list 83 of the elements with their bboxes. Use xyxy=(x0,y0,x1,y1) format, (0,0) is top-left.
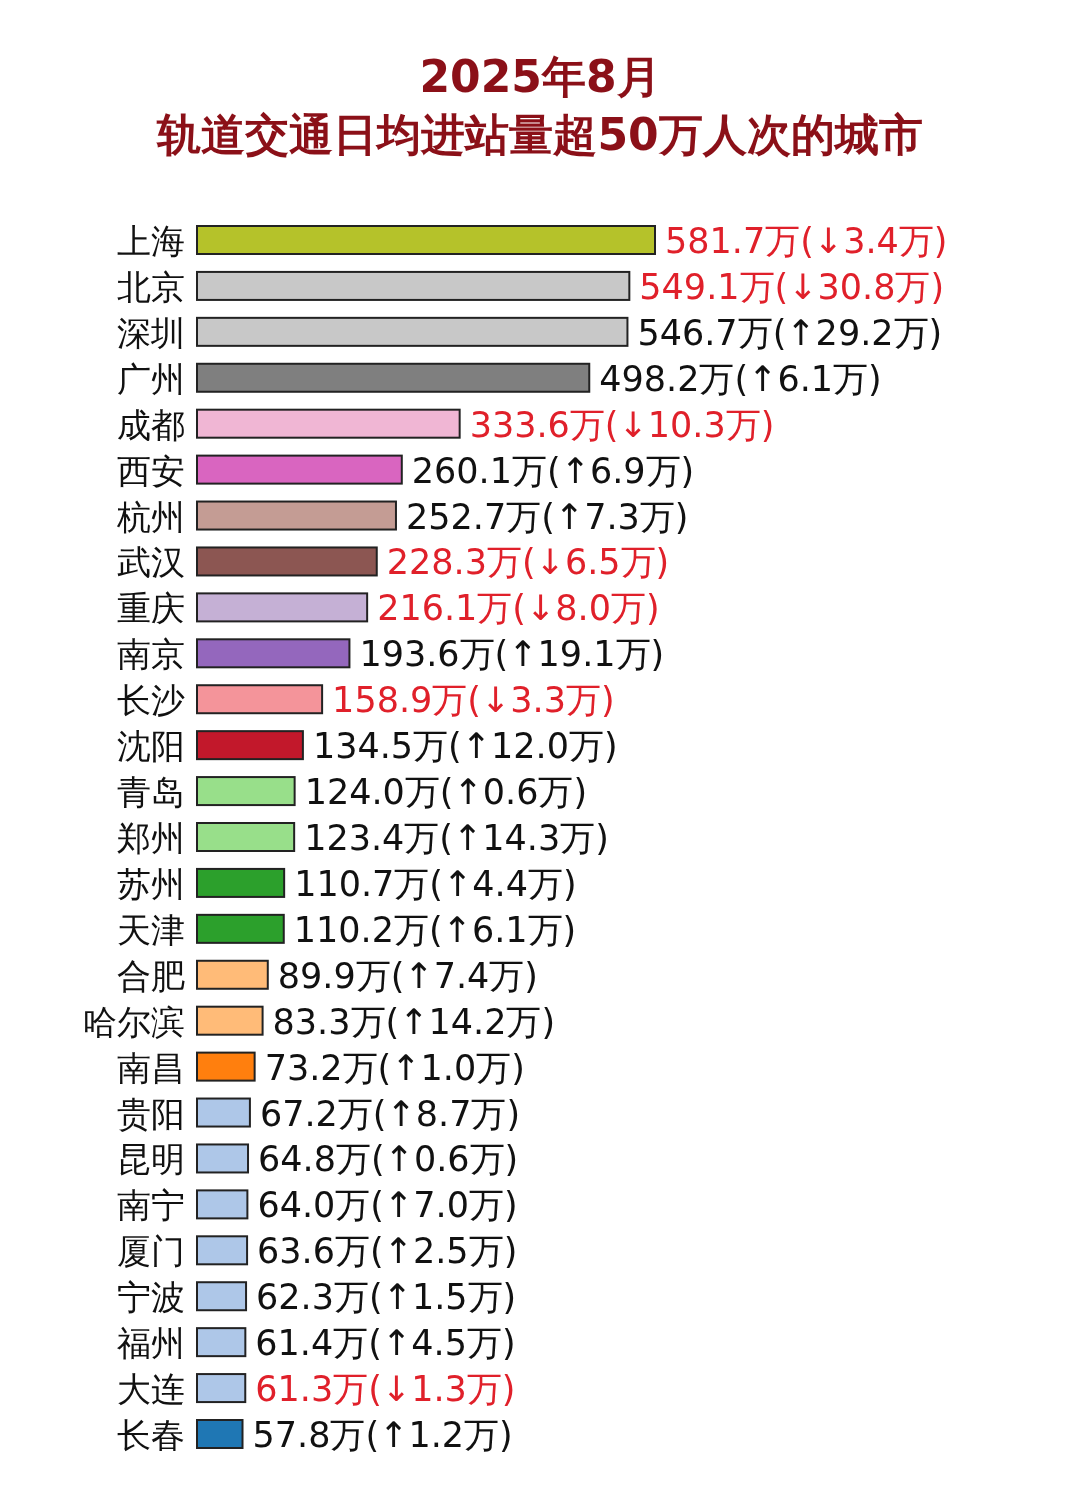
data-label: 549.1万(↓30.8万) xyxy=(639,266,945,307)
bar xyxy=(196,1281,248,1312)
bar xyxy=(196,454,403,485)
data-label: 57.8万(↑1.2万) xyxy=(252,1415,513,1455)
y-tick-label: 长春 xyxy=(117,1415,185,1455)
y-tick-label: 广州 xyxy=(117,358,185,399)
data-label: 61.4万(↑4.5万) xyxy=(255,1323,516,1364)
bar xyxy=(196,1097,251,1128)
data-label: 67.2万(↑8.7万) xyxy=(259,1093,521,1134)
data-label: 110.2万(↑6.1万) xyxy=(293,909,577,950)
bar xyxy=(196,1143,250,1174)
y-tick-label: 大连 xyxy=(117,1369,185,1410)
data-label: 193.6万(↑19.1万) xyxy=(359,634,665,675)
data-label: 64.0万(↑7.0万) xyxy=(257,1185,518,1226)
bar xyxy=(196,225,656,255)
data-label: 498.2万(↑6.1万) xyxy=(599,358,882,399)
bar xyxy=(196,638,351,669)
bar xyxy=(196,822,296,852)
data-label: 546.7万(↑29.2万) xyxy=(637,312,943,353)
data-label: 62.3万(↑1.5万) xyxy=(256,1277,517,1318)
data-label: 252.7万(↑7.3万) xyxy=(405,496,689,537)
y-tick-label: 西安 xyxy=(117,450,185,491)
bar xyxy=(196,408,461,439)
data-label: 124.0万(↑0.6万) xyxy=(304,772,588,813)
bar xyxy=(196,1327,247,1358)
data-label: 63.6万(↑2.5万) xyxy=(257,1231,518,1272)
bar xyxy=(196,362,591,393)
bar xyxy=(196,867,286,898)
bar xyxy=(196,684,324,715)
y-tick-label: 昆明 xyxy=(117,1139,185,1180)
data-label: 333.6万(↓10.3万) xyxy=(469,404,775,445)
bar xyxy=(196,1235,249,1266)
y-tick-label: 宁波 xyxy=(117,1277,185,1318)
data-label: 158.9万(↓3.3万) xyxy=(332,680,615,721)
y-tick-label: 杭州 xyxy=(116,496,185,537)
data-label: 64.8万(↑0.6万) xyxy=(258,1139,519,1180)
y-tick-label: 南昌 xyxy=(117,1047,185,1088)
bar xyxy=(196,776,296,807)
data-label: 73.2万(↑1.0万) xyxy=(264,1047,525,1088)
bar xyxy=(196,1373,247,1404)
y-tick-label: 沈阳 xyxy=(117,726,185,767)
bar xyxy=(196,1419,244,1449)
bar xyxy=(196,1005,264,1036)
y-tick-label: 合肥 xyxy=(117,955,185,996)
y-tick-label: 厦门 xyxy=(117,1231,185,1272)
y-tick-label: 长沙 xyxy=(117,680,185,721)
data-label: 83.3万(↑14.2万) xyxy=(272,1001,556,1042)
chart-subtitle: 轨道交通日均进站量超50万人次的城市 xyxy=(156,109,923,160)
y-tick-label: 天津 xyxy=(117,909,185,950)
bar xyxy=(196,592,369,623)
y-tick-label: 贵阳 xyxy=(117,1093,185,1134)
bar xyxy=(196,500,397,531)
data-label: 581.7万(↓3.4万) xyxy=(665,221,948,261)
data-label: 228.3万(↓6.5万) xyxy=(386,542,670,583)
y-tick-label: 北京 xyxy=(117,266,185,307)
bar xyxy=(196,730,304,761)
bar xyxy=(196,316,629,347)
y-tick-label: 深圳 xyxy=(117,312,185,353)
y-tick-label: 青岛 xyxy=(117,772,185,813)
data-label: 89.9万(↑7.4万) xyxy=(277,955,539,996)
y-tick-label: 武汉 xyxy=(117,542,185,583)
bar xyxy=(196,959,269,990)
y-tick-label: 南京 xyxy=(117,634,185,675)
data-label: 260.1万(↑6.9万) xyxy=(411,450,695,491)
bar xyxy=(196,270,631,301)
y-tick-label: 苏州 xyxy=(117,863,185,904)
data-label: 134.5万(↑12.0万) xyxy=(312,726,618,767)
data-label: 110.7万(↑4.4万) xyxy=(294,863,577,904)
y-tick-label: 福州 xyxy=(117,1323,185,1364)
data-label: 123.4万(↑14.3万) xyxy=(304,818,609,858)
bar xyxy=(196,546,378,577)
y-tick-label: 哈尔滨 xyxy=(83,1001,185,1042)
y-tick-label: 重庆 xyxy=(117,588,185,629)
bar xyxy=(196,1189,249,1220)
bar xyxy=(196,913,285,944)
y-tick-label: 上海 xyxy=(117,221,185,261)
bar xyxy=(196,1051,256,1082)
chart-title: 2025年8月 xyxy=(419,51,661,102)
data-label: 61.3万(↓1.3万) xyxy=(255,1369,516,1410)
data-label: 216.1万(↓8.0万) xyxy=(377,588,660,629)
y-tick-label: 南宁 xyxy=(117,1185,185,1226)
y-tick-label: 成都 xyxy=(117,404,185,445)
y-tick-label: 郑州 xyxy=(117,818,185,858)
